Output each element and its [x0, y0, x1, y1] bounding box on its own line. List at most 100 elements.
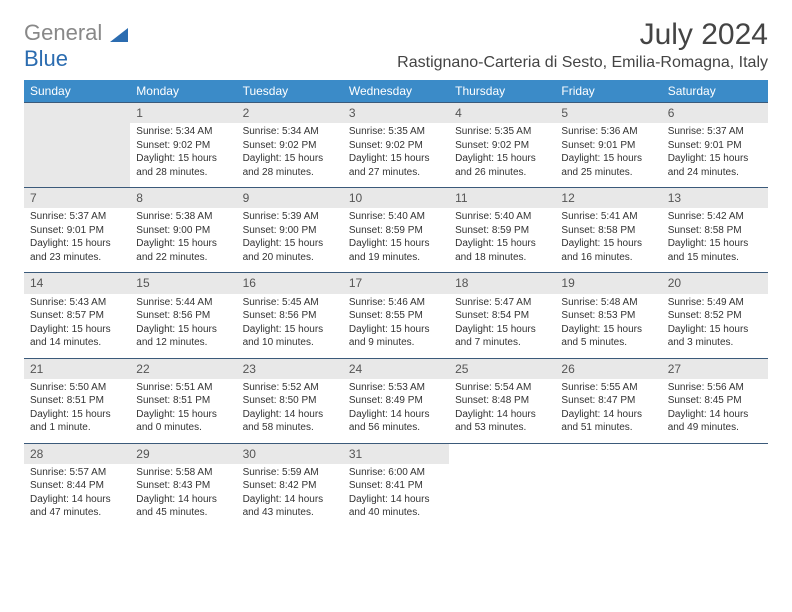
calendar-cell: 14Sunrise: 5:43 AMSunset: 8:57 PMDayligh… [24, 273, 130, 358]
day-info-line: Daylight: 15 hours and 7 minutes. [455, 323, 549, 350]
day-info-line: Sunrise: 5:41 AM [561, 210, 655, 224]
logo-text-blue: Blue [24, 46, 68, 71]
day-number: 21 [24, 359, 130, 379]
day-info-line: Sunrise: 5:47 AM [455, 296, 549, 310]
day-info-line: Sunrise: 5:53 AM [349, 381, 443, 395]
day-header: Tuesday [237, 80, 343, 103]
header: July 2024 Rastignano-Carteria di Sesto, … [24, 18, 768, 72]
day-number: 16 [237, 273, 343, 293]
day-info-line: Sunrise: 5:36 AM [561, 125, 655, 139]
day-info-line: Sunset: 9:01 PM [30, 224, 124, 238]
day-info-line: Sunrise: 5:44 AM [136, 296, 230, 310]
calendar-cell [555, 443, 661, 528]
day-info-line: Daylight: 15 hours and 23 minutes. [30, 237, 124, 264]
day-info-line: Daylight: 14 hours and 47 minutes. [30, 493, 124, 520]
day-info-line: Sunset: 9:01 PM [561, 139, 655, 153]
day-number: 8 [130, 188, 236, 208]
calendar-cell: 27Sunrise: 5:56 AMSunset: 8:45 PMDayligh… [662, 358, 768, 443]
calendar-cell: 28 Sunrise: 5:57 AMSunset: 8:44 PMDayligh… [24, 443, 130, 528]
day-number: 24 [343, 359, 449, 379]
day-info-line: Daylight: 15 hours and 28 minutes. [136, 152, 230, 179]
day-number: 7 [24, 188, 130, 208]
calendar-cell: 24Sunrise: 5:53 AMSunset: 8:49 PMDayligh… [343, 358, 449, 443]
day-number: 4 [449, 103, 555, 123]
day-info-line: Sunrise: 5:42 AM [668, 210, 762, 224]
day-info-line: Sunset: 9:02 PM [349, 139, 443, 153]
calendar-row: 7Sunrise: 5:37 AMSunset: 9:01 PMDaylight… [24, 188, 768, 273]
day-number: 22 [130, 359, 236, 379]
day-info-line: Sunrise: 5:34 AM [243, 125, 337, 139]
day-info-line: Daylight: 15 hours and 9 minutes. [349, 323, 443, 350]
day-info-line: Daylight: 14 hours and 51 minutes. [561, 408, 655, 435]
day-number: 31 [343, 444, 449, 464]
day-number: 11 [449, 188, 555, 208]
calendar-cell: 18Sunrise: 5:47 AMSunset: 8:54 PMDayligh… [449, 273, 555, 358]
day-info-line: Sunset: 8:57 PM [30, 309, 124, 323]
day-info-line: Daylight: 15 hours and 15 minutes. [668, 237, 762, 264]
day-info-line: Daylight: 15 hours and 22 minutes. [136, 237, 230, 264]
day-info-line: Sunrise: 5:39 AM [243, 210, 337, 224]
day-info-line: Sunset: 8:56 PM [243, 309, 337, 323]
calendar-cell: 26Sunrise: 5:55 AMSunset: 8:47 PMDayligh… [555, 358, 661, 443]
day-info-line: Daylight: 15 hours and 5 minutes. [561, 323, 655, 350]
day-info-line: Daylight: 15 hours and 19 minutes. [349, 237, 443, 264]
day-number: 1 [130, 103, 236, 123]
day-info-line: Daylight: 14 hours and 58 minutes. [243, 408, 337, 435]
day-info-line: Daylight: 15 hours and 24 minutes. [668, 152, 762, 179]
day-header-row: Sunday Monday Tuesday Wednesday Thursday… [24, 80, 768, 103]
calendar-cell: 12Sunrise: 5:41 AMSunset: 8:58 PMDayligh… [555, 188, 661, 273]
day-info-line: Sunrise: 5:57 AM [30, 466, 124, 480]
day-info-line: Sunrise: 5:56 AM [668, 381, 762, 395]
day-number: 28 [24, 444, 130, 464]
day-header: Saturday [662, 80, 768, 103]
day-number: 12 [555, 188, 661, 208]
day-info-line: Sunset: 8:52 PM [668, 309, 762, 323]
day-info-line: Sunrise: 5:55 AM [561, 381, 655, 395]
day-info-line: Daylight: 15 hours and 16 minutes. [561, 237, 655, 264]
day-info-line: Sunset: 8:55 PM [349, 309, 443, 323]
day-info-line: Sunset: 8:43 PM [136, 479, 230, 493]
logo-text-gray: General [24, 20, 102, 45]
calendar-cell: 16Sunrise: 5:45 AMSunset: 8:56 PMDayligh… [237, 273, 343, 358]
logo-triangle-icon [110, 28, 128, 42]
calendar-cell: 11Sunrise: 5:40 AMSunset: 8:59 PMDayligh… [449, 188, 555, 273]
calendar-cell: 21Sunrise: 5:50 AMSunset: 8:51 PMDayligh… [24, 358, 130, 443]
day-info-line: Sunset: 8:59 PM [455, 224, 549, 238]
day-info-line: Sunset: 9:00 PM [136, 224, 230, 238]
day-info-line: Daylight: 14 hours and 49 minutes. [668, 408, 762, 435]
day-info-line: Sunset: 9:02 PM [243, 139, 337, 153]
calendar-cell [24, 103, 130, 188]
calendar-cell: 13Sunrise: 5:42 AMSunset: 8:58 PMDayligh… [662, 188, 768, 273]
calendar-cell: 5Sunrise: 5:36 AMSunset: 9:01 PMDaylight… [555, 103, 661, 188]
day-info-line: Sunset: 8:48 PM [455, 394, 549, 408]
day-number: 9 [237, 188, 343, 208]
day-info-line: Sunset: 9:00 PM [243, 224, 337, 238]
location: Rastignano-Carteria di Sesto, Emilia-Rom… [24, 54, 768, 72]
day-info-line: Sunrise: 5:51 AM [136, 381, 230, 395]
day-info-line: Sunrise: 5:58 AM [136, 466, 230, 480]
day-info-line: Daylight: 14 hours and 43 minutes. [243, 493, 337, 520]
day-number: 26 [555, 359, 661, 379]
calendar-cell [449, 443, 555, 528]
calendar-cell: 19Sunrise: 5:48 AMSunset: 8:53 PMDayligh… [555, 273, 661, 358]
day-info-line: Sunset: 8:49 PM [349, 394, 443, 408]
calendar-cell: 9Sunrise: 5:39 AMSunset: 9:00 PMDaylight… [237, 188, 343, 273]
day-info-line: Sunset: 8:54 PM [455, 309, 549, 323]
day-info-line: Sunrise: 5:48 AM [561, 296, 655, 310]
day-number: 15 [130, 273, 236, 293]
day-info-line: Sunset: 8:56 PM [136, 309, 230, 323]
calendar-cell: 1Sunrise: 5:34 AMSunset: 9:02 PMDaylight… [130, 103, 236, 188]
calendar-cell [662, 443, 768, 528]
calendar-cell: 15Sunrise: 5:44 AMSunset: 8:56 PMDayligh… [130, 273, 236, 358]
day-number: 30 [237, 444, 343, 464]
day-info-line: Sunrise: 5:40 AM [455, 210, 549, 224]
calendar-table: Sunday Monday Tuesday Wednesday Thursday… [24, 80, 768, 528]
calendar-cell: 31Sunrise: 6:00 AMSunset: 8:41 PMDayligh… [343, 443, 449, 528]
day-info-line: Sunset: 8:44 PM [30, 479, 124, 493]
day-info-line: Daylight: 15 hours and 28 minutes. [243, 152, 337, 179]
calendar-cell: 8Sunrise: 5:38 AMSunset: 9:00 PMDaylight… [130, 188, 236, 273]
calendar-cell: 23Sunrise: 5:52 AMSunset: 8:50 PMDayligh… [237, 358, 343, 443]
day-info-line: Sunrise: 5:37 AM [668, 125, 762, 139]
day-info-line: Sunrise: 5:35 AM [349, 125, 443, 139]
calendar-row: 14Sunrise: 5:43 AMSunset: 8:57 PMDayligh… [24, 273, 768, 358]
